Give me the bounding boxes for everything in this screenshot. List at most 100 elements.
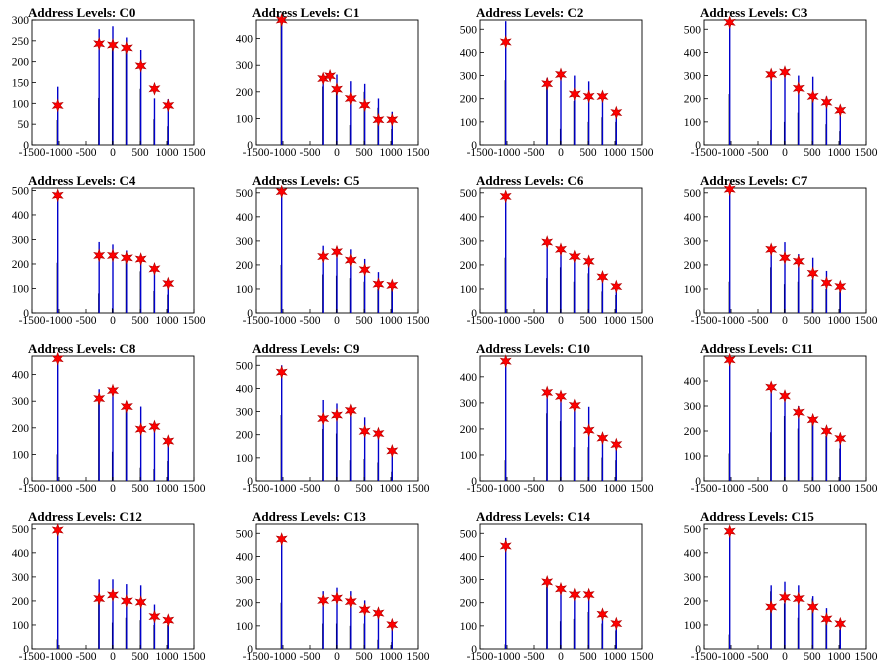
x-tick-label: -500 [75,147,96,159]
chart-title: Address Levels: C3 [700,5,808,20]
star-marker-4 [806,412,819,427]
x-tick-label: 500 [579,483,597,495]
y-tick-label: 0 [247,476,253,488]
x-tick-label: -1500 [19,651,46,663]
star-marker-0 [51,351,64,366]
y-tick-label: 0 [247,140,253,152]
y-tick-label: 0 [471,308,477,320]
x-tick-label: -1000 [270,147,297,159]
star-marker-5 [596,607,609,622]
chart-title: Address Levels: C12 [28,509,142,524]
x-tick-label: 500 [131,315,149,327]
y-tick-label: 200 [460,260,478,272]
x-tick-label: -1500 [691,651,718,663]
y-tick-label: 300 [460,236,478,248]
x-tick-label: -500 [523,315,544,327]
chart-svg-4: Address Levels: C40100200300400500-1500-… [12,173,206,327]
x-tick-label: 0 [110,483,116,495]
x-tick-label: -500 [75,651,96,663]
y-tick-label: 300 [236,575,254,587]
x-tick-label: -1000 [494,315,521,327]
x-tick-label: -1500 [467,483,494,495]
x-tick-label: 500 [803,483,821,495]
y-tick-label: 500 [236,188,254,200]
y-tick-label: 400 [236,34,254,46]
chart-panel-13: Address Levels: C13 0 100 200 300 400 500 -1500… [224,504,448,672]
y-tick-label: 400 [684,376,702,388]
star-marker-0 [723,524,736,539]
star-marker-4 [806,600,819,614]
x-tick-label: 500 [803,147,821,159]
y-tick-label: 500 [236,360,254,372]
chart-svg-8: Address Levels: C8 0 100 200 300 400 -1500 -100… [12,341,206,495]
x-tick-label: 0 [110,147,116,159]
star-marker-5 [148,609,161,624]
x-tick-label: 0 [558,651,564,663]
star-marker-2 [331,591,343,605]
y-tick-label: 400 [460,372,478,384]
x-tick-label: 0 [110,651,116,663]
y-tick-label: 300 [236,236,254,248]
y-tick-label: 0 [23,308,29,320]
y-tick-label: 100 [12,98,30,110]
y-tick-label: 400 [460,551,478,563]
x-tick-label: 1000 [604,483,627,495]
star-marker-1 [541,76,554,91]
star-marker-1 [541,235,554,250]
chart-title: Address Levels: C9 [252,341,360,356]
y-tick-label: 500 [460,528,478,540]
star-marker-2 [324,68,337,83]
y-tick-label: 100 [12,449,30,461]
y-tick-label: 400 [684,212,702,224]
star-marker-3 [568,87,581,101]
y-tick-label: 100 [236,621,254,633]
x-tick-label: -500 [523,147,544,159]
star-marker-2 [107,383,119,398]
chart-svg-10: Address Levels: C10 0 100 200 300 400 -1500 -10… [460,341,654,495]
y-tick-label: 300 [12,572,30,584]
star-marker-5 [148,261,161,276]
star-marker-1 [317,411,330,426]
y-tick-label: 100 [236,453,254,465]
y-tick-label: 500 [684,188,702,200]
star-marker-0 [275,184,288,199]
y-tick-label: 400 [12,548,30,560]
chart-title: Address Levels: C0 [28,5,135,20]
star-marker-5 [372,277,385,292]
y-tick-label: 300 [684,572,702,584]
star-marker-5 [596,431,609,445]
star-marker-4 [358,424,371,439]
chart-title: Address Levels: C14 [476,509,590,524]
y-tick-label: 100 [236,113,254,125]
star-marker-4 [134,422,147,437]
y-tick-label: 0 [247,308,253,320]
star-marker-0 [499,189,512,204]
y-tick-label: 100 [684,284,702,296]
y-tick-label: 400 [12,370,30,382]
star-marker-7 [386,112,399,127]
y-tick-label: 200 [460,424,478,436]
y-tick-label: 200 [236,260,254,272]
x-tick-label: 1000 [604,315,627,327]
y-tick-label: 250 [12,36,30,48]
star-marker-5 [372,606,385,621]
star-marker-4 [134,595,147,610]
chart-svg-9: Address Levels: C90100200300400500-1500-… [236,341,430,495]
y-tick-label: 300 [460,71,478,83]
star-marker-2 [107,38,119,52]
x-tick-label: -1000 [46,147,73,159]
star-marker-3 [120,399,133,414]
star-marker-0 [275,365,288,380]
y-tick-label: 500 [684,524,702,536]
x-tick-label: -500 [299,315,320,327]
y-tick-label: 200 [12,259,30,271]
star-marker-2 [779,250,791,265]
x-tick-label: 1500 [855,315,878,327]
y-tick-label: 200 [684,596,702,608]
y-tick-label: 500 [460,188,478,200]
star-marker-0 [499,35,512,49]
x-tick-label: -1500 [19,147,46,159]
y-tick-label: 0 [695,476,701,488]
star-marker-0 [51,188,64,203]
star-marker-6 [834,279,847,294]
